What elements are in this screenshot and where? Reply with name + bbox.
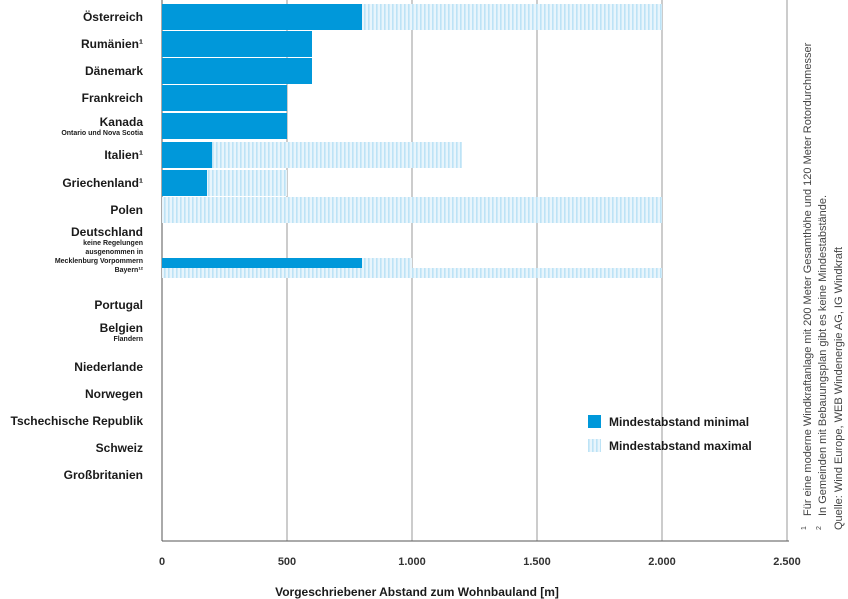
category-label: Polen <box>110 203 143 217</box>
category-label: Griechenland¹ <box>62 176 143 190</box>
bar-min <box>162 58 312 84</box>
x-tick-label: 2.500 <box>773 556 801 568</box>
bar-max <box>162 268 662 278</box>
bar-min <box>162 85 287 111</box>
x-axis-title: Vorgeschriebener Abstand zum Wohnbauland… <box>275 585 559 599</box>
x-tick-label: 1.000 <box>398 556 426 568</box>
category-sublabel: ausgenommen in <box>85 249 143 256</box>
bar-min <box>162 258 362 268</box>
x-tick-label: 0 <box>159 556 165 568</box>
footnote-text: In Gemeinden mit Bebauungsplan gibt es k… <box>817 195 829 516</box>
footnote: 1 Für eine moderne Windkraftanlage mit 20… <box>801 42 814 530</box>
category-sublabel: Mecklenburg Vorpommern <box>55 258 143 265</box>
category-sublabel: Ontario und Nova Scotia <box>61 130 143 137</box>
bar-max <box>162 197 662 223</box>
category-sublabel: Bayern¹² <box>115 267 144 274</box>
legend-swatch-maximal <box>588 439 601 452</box>
bar-max <box>362 258 412 268</box>
x-tick-label: 2.000 <box>648 556 676 568</box>
category-label: Kanada <box>100 115 144 129</box>
category-sublabel: keine Regelungen <box>83 240 143 247</box>
x-tick-label: 1.500 <box>523 556 551 568</box>
category-label: Norwegen <box>85 387 143 401</box>
bar-min <box>162 170 207 196</box>
footnote-text: Für eine moderne Windkraftanlage mit 200… <box>802 42 814 516</box>
bar-min <box>162 142 212 168</box>
legend-label-minimal: Mindestabstand minimal <box>609 415 749 429</box>
category-label: Portugal <box>94 298 143 312</box>
bar-max <box>212 142 462 168</box>
footnote: Quelle: Wind Europe, WEB Windenergie AG,… <box>833 247 845 530</box>
category-label: Deutschland <box>71 225 143 239</box>
bar-min <box>162 4 362 30</box>
footnotes: 1 Für eine moderne Windkraftanlage mit 20… <box>801 42 845 530</box>
bar-max <box>362 4 662 30</box>
category-label: Belgien <box>100 321 143 335</box>
category-label: Italien¹ <box>104 148 143 162</box>
category-sublabel: Flandern <box>113 336 143 343</box>
footnote-number: 1 <box>801 526 808 530</box>
category-label: Dänemark <box>85 64 143 78</box>
category-labels: Österreich Rumänien¹ Dänemark Frankreich Kan… <box>11 9 144 482</box>
category-label: Frankreich <box>82 91 143 105</box>
category-label: Österreich <box>83 9 143 24</box>
bar-min <box>162 113 287 139</box>
bar-min <box>162 31 312 57</box>
legend-label-maximal: Mindestabstand maximal <box>609 439 752 453</box>
x-tick-label: 500 <box>278 556 296 568</box>
category-label: Schweiz <box>96 441 143 455</box>
category-label: Tschechische Republik <box>11 414 144 428</box>
category-label: Niederlande <box>74 360 143 374</box>
category-label: Großbritanien <box>64 468 143 482</box>
footnote-text: Quelle: Wind Europe, WEB Windenergie AG,… <box>833 247 845 530</box>
bar-max <box>207 170 287 196</box>
legend-swatch-minimal <box>588 415 601 428</box>
legend: Mindestabstand minimal Mindestabstand ma… <box>588 415 752 453</box>
category-label: Rumänien¹ <box>81 37 143 51</box>
footnote: 2 In Gemeinden mit Bebauungsplan gibt es … <box>816 195 829 530</box>
bars <box>162 4 662 278</box>
x-axis: 0 500 1.000 1.500 2.000 2.500 <box>159 540 801 568</box>
footnote-number: 2 <box>816 526 823 530</box>
